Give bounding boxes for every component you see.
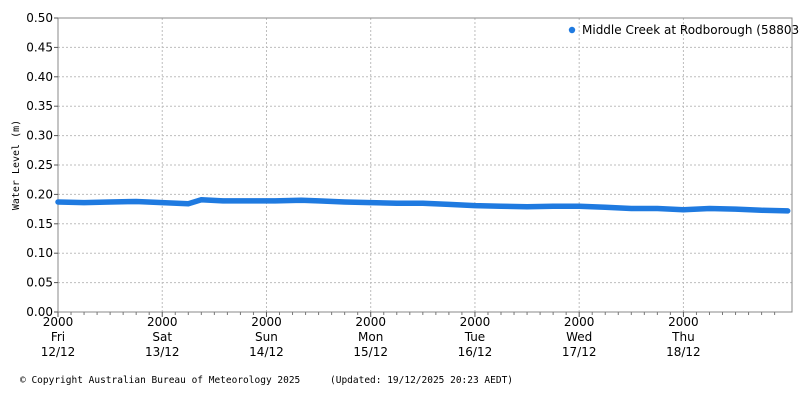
y-tick-label: 0.20 — [26, 187, 53, 201]
legend-marker — [568, 26, 576, 34]
y-tick-label: 0.40 — [26, 70, 53, 84]
data-point — [133, 199, 139, 204]
y-axis-label: Water Level (m) — [11, 120, 22, 210]
data-point — [759, 207, 764, 213]
x-tick-label: Tue — [464, 330, 486, 344]
plot-frame — [57, 17, 793, 313]
data-point — [342, 199, 348, 205]
grid-lines — [58, 18, 792, 312]
x-tick-label: 2000 — [355, 315, 386, 329]
data-point — [220, 198, 226, 204]
x-tick-label: 2000 — [668, 315, 699, 329]
y-tick-label: 0.35 — [26, 99, 53, 113]
data-point — [185, 201, 191, 207]
data-point — [298, 197, 304, 203]
y-tick-label: 0.45 — [26, 40, 53, 54]
x-tick-label: 16/12 — [458, 345, 493, 359]
x-tick-label: Mon — [358, 330, 383, 344]
data-point — [107, 199, 113, 205]
data-point — [472, 203, 478, 209]
y-tick-label: 0.05 — [26, 276, 53, 290]
x-tick-label: 2000 — [251, 315, 282, 329]
updated-text: (Updated: 19/12/2025 20:23 AEDT) — [330, 375, 513, 386]
data-point — [707, 206, 712, 211]
x-tick-label: 2000 — [147, 315, 178, 329]
y-axis: 0.00 0.05 0.10 0.15 0.20 0.25 0.30 0.35 0.40 0.45… — [26, 11, 58, 319]
data-point — [368, 200, 374, 206]
x-tick-label: 15/12 — [353, 345, 388, 359]
data-point — [524, 204, 530, 210]
data-point — [55, 199, 61, 205]
x-tick-label: 17/12 — [562, 345, 597, 359]
y-tick-label: 0.00 — [26, 305, 53, 319]
data-point — [420, 200, 426, 206]
x-tick-label: Thu — [671, 330, 695, 344]
data-point — [655, 206, 660, 211]
data-point — [681, 207, 686, 213]
copyright-text: © Copyright Australian Bureau of Meteoro… — [20, 375, 300, 386]
y-tick-label: 0.50 — [26, 11, 53, 25]
data-point — [394, 200, 400, 206]
data-point — [316, 198, 321, 204]
x-axis: 2000Fri12/122000Sat13/122000Sun14/122000… — [41, 312, 776, 359]
x-tick-label: 2000 — [460, 315, 491, 329]
data-point — [785, 208, 791, 214]
x-tick-label: 14/12 — [249, 345, 284, 359]
data-point — [81, 200, 87, 206]
y-tick-label: 0.25 — [26, 158, 53, 172]
x-tick-label: 2000 — [43, 315, 74, 329]
series-line — [55, 196, 791, 214]
x-tick-label: 13/12 — [145, 345, 180, 359]
x-tick-label: Fri — [51, 330, 65, 344]
data-point — [628, 206, 634, 211]
x-tick-label: Wed — [566, 330, 592, 344]
legend-label: Middle Creek at Rodborough (588030) — [582, 23, 800, 37]
x-tick-label: 18/12 — [666, 345, 701, 359]
series-group — [55, 196, 791, 214]
data-point — [576, 203, 582, 209]
x-tick-label: Sat — [152, 330, 172, 344]
y-tick-label: 0.15 — [26, 217, 53, 231]
legend: Middle Creek at Rodborough (588030) — [568, 23, 800, 37]
data-point — [733, 206, 738, 212]
data-point — [246, 198, 252, 204]
data-point — [498, 203, 504, 209]
data-point — [550, 203, 556, 209]
data-point — [446, 202, 452, 207]
y-tick-label: 0.30 — [26, 129, 53, 143]
x-tick-label: 2000 — [564, 315, 595, 329]
data-point — [198, 197, 204, 203]
x-tick-label: Sun — [255, 330, 278, 344]
y-tick-label: 0.10 — [26, 246, 53, 260]
x-tick-label: 12/12 — [41, 345, 76, 359]
data-point — [602, 204, 608, 210]
data-point — [272, 198, 278, 204]
data-point — [159, 200, 165, 206]
